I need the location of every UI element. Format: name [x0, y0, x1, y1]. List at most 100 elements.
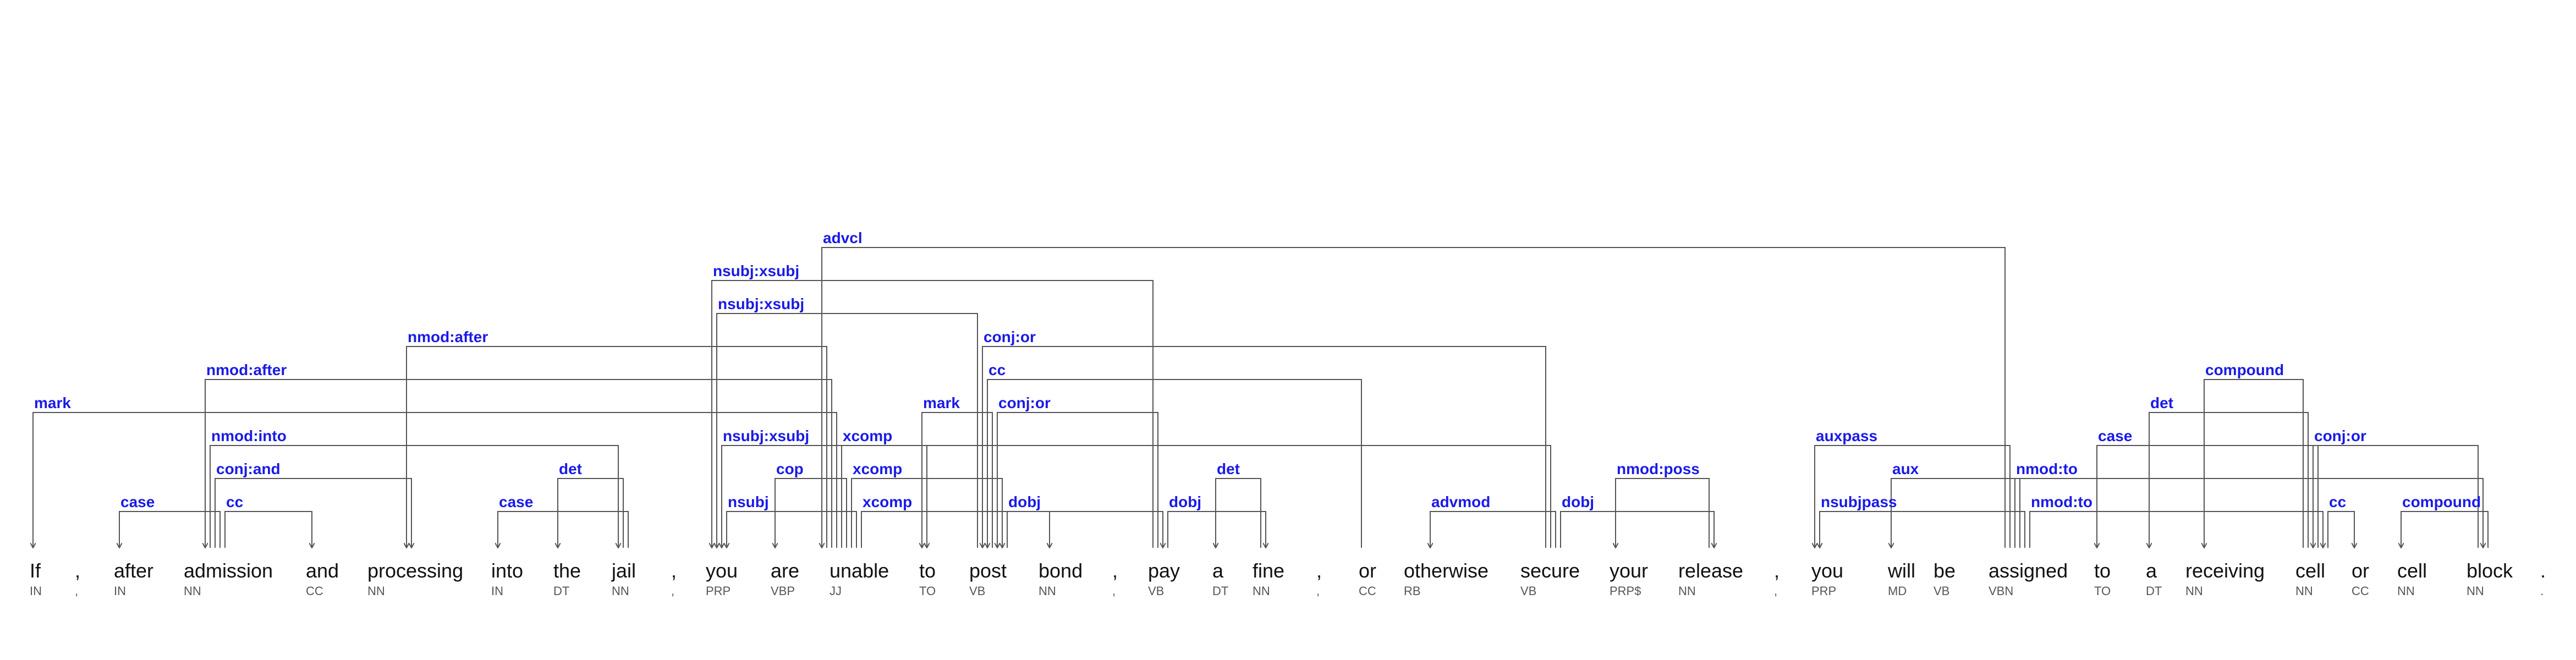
- token-pos-tag: PRP: [706, 584, 730, 598]
- arc-line: [851, 478, 1002, 548]
- token-word: bond: [1039, 559, 1083, 582]
- token-word: ,: [75, 559, 80, 582]
- token-25: release NN: [1678, 559, 1743, 598]
- arc-line: [2014, 478, 2483, 548]
- arc-nsubj: nsubj: [727, 493, 857, 548]
- token-pos-tag: CC: [2352, 584, 2369, 598]
- arc-line: [498, 511, 629, 548]
- arc-label: advcl: [823, 229, 863, 246]
- arc-nmod-after: nmod:after: [407, 328, 827, 548]
- token-pos-tag: NN: [2397, 584, 2415, 598]
- token-16: ,,: [1112, 559, 1118, 598]
- token-30: assigned VBN: [1989, 559, 2068, 598]
- token-pos-tag: VBN: [1989, 584, 2013, 598]
- token-word: you: [706, 559, 738, 582]
- token-pos-tag: ,: [1316, 584, 1320, 598]
- arc-line: [224, 511, 312, 548]
- arc-label: cc: [2329, 493, 2346, 510]
- token-word: jail: [611, 559, 636, 582]
- arc-nmod-to: nmod:to: [2014, 460, 2483, 548]
- arc-label: nsubjpass: [1821, 493, 1897, 510]
- token-pos-tag: ,: [1112, 584, 1116, 598]
- token-28: will MD: [1887, 559, 1915, 598]
- token-27: you PRP: [1811, 559, 1843, 598]
- token-word: are: [771, 559, 799, 582]
- token-pos-tag: RB: [1404, 584, 1421, 598]
- arc-line: [2204, 379, 2304, 548]
- arc-line: [210, 445, 618, 548]
- token-21: or CC: [1359, 559, 1376, 598]
- token-24: your PRP$: [1610, 559, 1648, 598]
- dependency-arcs: advcl nsubj:xsubj nsubj:xsubj conj:or nmod:a…: [33, 229, 2489, 548]
- arc-cc: cc: [2327, 493, 2354, 548]
- arc-label: xcomp: [843, 427, 892, 444]
- token-pos-tag: NN: [2185, 584, 2203, 598]
- arc-label: nsubj:xsubj: [718, 295, 804, 312]
- token-word: secure: [1520, 559, 1580, 582]
- arc-conj-or: conj:or: [997, 394, 1158, 548]
- arc-label: cop: [776, 460, 804, 477]
- arc-label: conj:or: [984, 328, 1036, 345]
- token-12: unable JJ: [830, 559, 889, 598]
- token-38: ..: [2540, 559, 2546, 598]
- token-word: or: [1359, 559, 1376, 582]
- token-17: pay VB: [1148, 559, 1180, 598]
- arc-label: nmod:to: [2016, 460, 2078, 477]
- token-word: a: [2146, 559, 2157, 582]
- token-word: into: [491, 559, 523, 582]
- token-word: after: [114, 559, 153, 582]
- arc-conj-or: conj:or: [982, 328, 1546, 548]
- arc-line: [407, 346, 827, 548]
- token-14: post VB: [969, 559, 1007, 598]
- arc-nsubj-xsubj: nsubj:xsubj: [712, 262, 1154, 548]
- token-word: ,: [1774, 559, 1779, 582]
- arc-label: nmod:after: [408, 328, 488, 345]
- arc-label: nmod:poss: [1617, 460, 1700, 477]
- arc-conj-or: conj:or: [2313, 427, 2479, 548]
- arc-cc: cc: [224, 493, 312, 548]
- token-word: release: [1678, 559, 1743, 582]
- token-word: receiving: [2185, 559, 2265, 582]
- arc-label: advmod: [1431, 493, 1490, 510]
- token-word: assigned: [1989, 559, 2068, 582]
- arc-line: [1167, 511, 1266, 548]
- arc-label: xcomp: [863, 493, 912, 510]
- arc-nmod-to: nmod:to: [2029, 493, 2323, 548]
- token-pos-tag: JJ: [830, 584, 842, 598]
- arc-nmod-after: nmod:after: [205, 361, 832, 548]
- token-word: will: [1887, 559, 1915, 582]
- token-32: a DT: [2146, 559, 2162, 598]
- arc-line: [1216, 478, 1261, 548]
- token-11: are VBP: [771, 559, 799, 598]
- token-word: and: [306, 559, 339, 582]
- token-6: into IN: [491, 559, 523, 598]
- token-word: pay: [1148, 559, 1180, 582]
- arc-label: nmod:into: [211, 427, 287, 444]
- arc-label: aux: [1892, 460, 1919, 477]
- token-26: ,,: [1774, 559, 1779, 598]
- arc-dobj: dobj: [1167, 493, 1266, 548]
- token-pos-tag: DT: [553, 584, 569, 598]
- token-pos-tag: TO: [919, 584, 936, 598]
- arc-dobj: dobj: [1560, 493, 1714, 548]
- token-13: to TO: [919, 559, 936, 598]
- token-pos-tag: CC: [1359, 584, 1376, 598]
- token-34: cell NN: [2295, 559, 2325, 598]
- arc-label: conj:and: [216, 460, 281, 477]
- token-33: receiving NN: [2185, 559, 2265, 598]
- arc-label: det: [1217, 460, 1240, 477]
- token-word: otherwise: [1404, 559, 1489, 582]
- arc-label: det: [559, 460, 582, 477]
- arc-label: auxpass: [1816, 427, 1877, 444]
- arc-det: det: [1216, 460, 1261, 548]
- arc-label: nmod:to: [2031, 493, 2092, 510]
- token-pos-tag: PRP$: [1610, 584, 1641, 598]
- token-22: otherwise RB: [1404, 559, 1489, 598]
- token-row: If IN,, after IN admission NN and CC processing N…: [30, 559, 2546, 598]
- arc-det: det: [2149, 394, 2309, 548]
- arc-mark: mark: [922, 394, 993, 548]
- token-7: the DT: [553, 559, 581, 598]
- token-31: to TO: [2094, 559, 2111, 598]
- token-word: unable: [830, 559, 889, 582]
